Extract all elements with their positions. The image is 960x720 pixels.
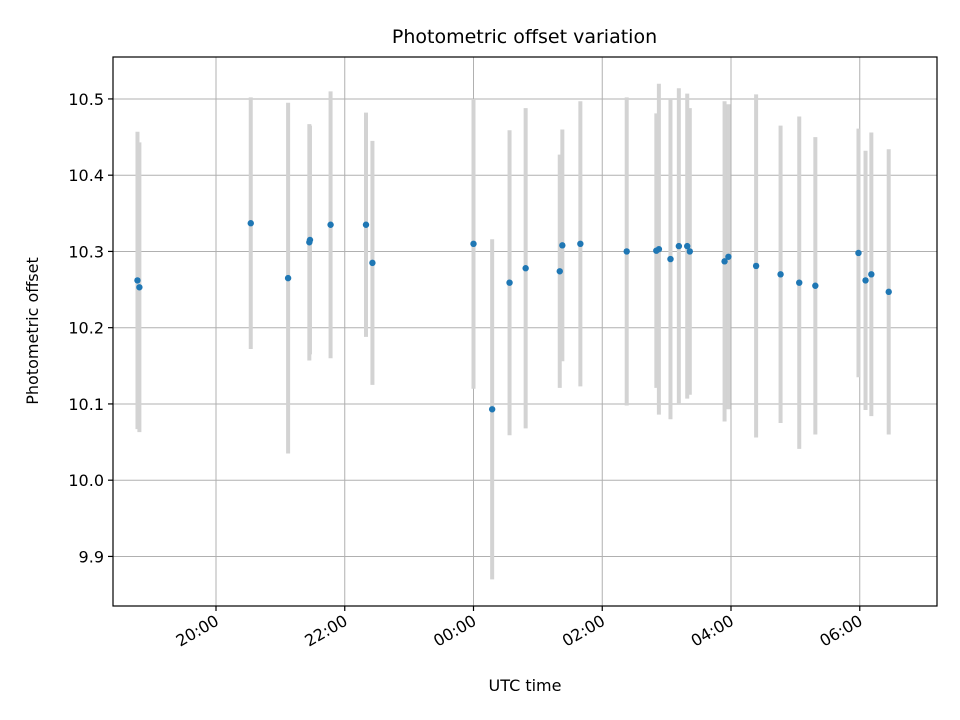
x-axis-label: UTC time: [489, 676, 562, 695]
data-point: [862, 277, 869, 284]
data-point: [136, 284, 143, 291]
x-axis-ticks: 20:00 22:00 00:00 02:00 04:00 06:00: [173, 606, 866, 651]
data-point: [369, 259, 376, 267]
data-point: [247, 220, 254, 227]
chart-title: Photometric offset variation: [392, 26, 657, 48]
x-tick-label: 00:00: [430, 611, 479, 651]
y-axis-ticks: 9.9 10.0 10.1 10.2 10.3 10.4 10.5: [68, 90, 113, 566]
point-layer: [134, 220, 892, 413]
data-point: [327, 221, 334, 228]
y-tick-label: 9.9: [79, 547, 104, 566]
data-point: [752, 262, 760, 270]
y-tick-label: 10.1: [68, 395, 104, 414]
data-point: [284, 274, 292, 282]
data-point: [686, 248, 693, 255]
data-point: [777, 271, 784, 278]
y-tick-label: 10.2: [68, 319, 104, 338]
data-point: [556, 268, 563, 275]
data-point: [362, 221, 370, 228]
data-point: [721, 258, 728, 265]
data-point: [470, 240, 477, 248]
x-tick-label: 22:00: [301, 611, 350, 651]
data-point: [667, 255, 674, 263]
x-tick-label: 06:00: [816, 611, 865, 651]
data-point: [577, 240, 584, 248]
data-point: [868, 271, 875, 278]
y-tick-label: 10.5: [68, 90, 104, 109]
data-point: [885, 288, 892, 296]
data-point: [684, 242, 691, 250]
plot-frame: [112, 56, 938, 607]
x-tick-label: 20:00: [173, 611, 222, 651]
data-point: [488, 406, 496, 413]
data-point: [522, 265, 529, 272]
x-tick-label: 04:00: [688, 611, 737, 651]
data-point: [506, 279, 513, 286]
data-point: [306, 236, 314, 244]
y-tick-label: 10.4: [68, 166, 104, 185]
data-point: [559, 242, 566, 249]
y-tick-label: 10.3: [68, 242, 104, 261]
data-point: [134, 277, 141, 284]
errorbar-layer: [135, 83, 891, 580]
data-point: [675, 242, 683, 250]
data-point: [725, 253, 732, 260]
data-point: [655, 245, 663, 253]
x-tick-label: 02:00: [559, 611, 608, 651]
data-point: [796, 279, 803, 286]
data-point: [812, 282, 819, 289]
data-point: [623, 248, 630, 255]
y-tick-label: 10.0: [68, 471, 104, 490]
data-point: [855, 249, 862, 257]
y-axis-label: Photometric offset: [23, 257, 42, 405]
